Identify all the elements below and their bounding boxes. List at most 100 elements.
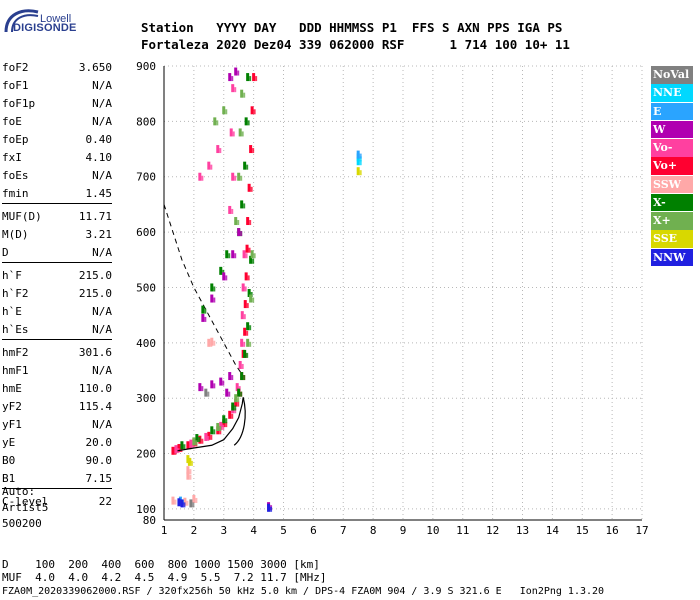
data-point [198, 437, 201, 443]
param-value: 11.71 [78, 210, 112, 223]
data-point [228, 391, 231, 397]
y-tick-label: 80 [143, 514, 156, 527]
data-point [253, 253, 256, 259]
legend-item: SSE [651, 230, 693, 248]
param-separator [2, 203, 112, 207]
y-tick-label: 800 [136, 115, 156, 128]
param-key: h`F2 [2, 287, 29, 300]
param-value: 0.40 [85, 133, 113, 146]
data-point [195, 497, 198, 503]
param-key: yF2 [2, 400, 22, 413]
data-point [210, 294, 214, 303]
param-row: MUF(D) 11.71 [2, 207, 112, 225]
data-point [240, 231, 243, 237]
data-point [204, 308, 207, 314]
data-point [247, 120, 250, 126]
param-key: D [2, 246, 9, 259]
data-point [267, 503, 271, 512]
param-value: 110.0 [78, 382, 112, 395]
data-point [250, 106, 254, 115]
legend-item: NNE [651, 84, 693, 102]
header-line2: Fortaleza 2020 Dez04 339 062000 RSF 1 71… [141, 37, 570, 52]
y-tick-label: 600 [136, 226, 156, 239]
data-point [237, 172, 241, 181]
data-point [246, 217, 250, 226]
x-tick-label: 15 [576, 524, 589, 537]
data-point [186, 500, 189, 506]
data-point [219, 425, 222, 431]
data-point [359, 160, 362, 166]
x-tick-label: 5 [280, 524, 287, 537]
param-key: foF1p [2, 97, 36, 110]
data-point [359, 170, 362, 176]
param-row: h`F 215.0 [2, 266, 112, 284]
data-point [246, 73, 250, 82]
data-point [195, 434, 199, 443]
param-key: C-level [2, 495, 49, 508]
data-point [210, 337, 214, 346]
legend-item: Vo+ [651, 157, 693, 175]
x-tick-label: 7 [340, 524, 347, 537]
data-point [204, 316, 207, 322]
legend-item: W [651, 120, 693, 139]
param-key: yE [2, 436, 16, 449]
data-point [201, 386, 204, 392]
data-point [240, 391, 243, 397]
data-point [246, 322, 250, 331]
data-point [249, 76, 252, 82]
legend-item: NNW [651, 248, 693, 266]
data-point [192, 502, 195, 508]
x-tick-label: 4 [250, 524, 257, 537]
data-point [246, 352, 249, 358]
data-point [234, 87, 237, 93]
data-point [237, 401, 240, 407]
data-point [180, 499, 184, 508]
x-tick-label: 14 [546, 524, 560, 537]
data-point [242, 250, 246, 259]
data-point [186, 471, 190, 480]
legend-item: Vo- [651, 139, 693, 157]
data-point [248, 247, 251, 253]
legend-item: NoVal [651, 66, 693, 84]
data-point [244, 272, 248, 281]
param-row: foF2 3.650 [2, 58, 112, 76]
data-point [177, 444, 181, 453]
data-point [246, 338, 250, 347]
data-point [243, 349, 247, 358]
data-point [210, 164, 213, 170]
data-point [246, 330, 249, 336]
data-point [207, 391, 210, 397]
data-point [243, 92, 246, 98]
logo-lowell: Lowell [40, 13, 72, 25]
data-point [237, 228, 241, 237]
param-key: B0 [2, 454, 16, 467]
param-row: yE 20.0 [2, 433, 112, 451]
data-point [249, 294, 253, 303]
data-point [174, 445, 178, 454]
data-point [247, 289, 251, 297]
y-tick-label: 200 [136, 448, 156, 461]
parameter-table: foF2 3.650 foF1 N/A foF1p N/A foE N/A foEp 0.40 fx… [2, 58, 112, 510]
data-point [228, 410, 232, 419]
data-point [222, 424, 225, 430]
data-point [201, 313, 205, 322]
data-point [225, 275, 228, 281]
data-point [210, 283, 214, 292]
data-point [207, 338, 211, 347]
data-point [201, 175, 204, 181]
data-point [270, 506, 273, 512]
data-point [243, 375, 246, 381]
param-value: 215.0 [78, 287, 112, 300]
param-key: foE [2, 115, 22, 128]
data-point [183, 444, 186, 450]
data-point [207, 435, 210, 441]
x-tick-label: 16 [606, 524, 619, 537]
data-point [240, 338, 244, 347]
data-point [231, 413, 234, 419]
param-row: hmF1 N/A [2, 361, 112, 379]
data-point [195, 440, 198, 446]
data-point [213, 286, 216, 292]
param-separator [2, 339, 112, 343]
data-point [231, 375, 234, 381]
param-value: 22 [98, 495, 112, 508]
